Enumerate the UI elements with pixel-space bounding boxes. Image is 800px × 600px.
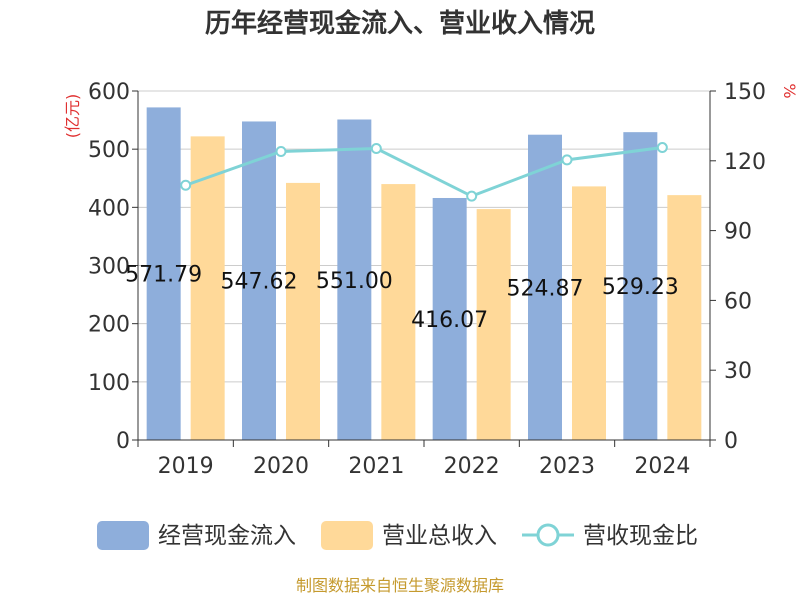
- ratio-point-2024: [656, 142, 668, 154]
- revenue-bar-2021: [381, 184, 416, 440]
- chart-title: 历年经营现金流入、营业收入情况: [205, 8, 595, 39]
- ratio-line: [185, 146, 663, 198]
- revenue-bar-2023: [572, 186, 606, 440]
- x-axis-tick-label-2021: 2021: [348, 454, 404, 479]
- x-axis-tick-label-2019: 2019: [158, 454, 214, 479]
- right-axis-tick-label: 120: [724, 150, 766, 175]
- line-layer: [180, 142, 668, 202]
- left-axis-tick-label: 300: [88, 255, 130, 280]
- cash-inflow-label-2023: 524.87: [507, 276, 584, 301]
- legend-label-1: 营业总收入: [382, 523, 497, 549]
- cash-inflow-label-2022: 416.07: [411, 308, 488, 333]
- left-axis-tick-label: 500: [88, 138, 130, 163]
- source-note: 制图数据来自恒生聚源数据库: [296, 576, 504, 595]
- legend-swatch-1: [321, 521, 373, 550]
- left-axis-tick-label: 200: [88, 313, 130, 338]
- left-axis-tick-label: 0: [116, 429, 130, 454]
- bar-layer: [146, 107, 702, 441]
- data-label-layer: 571.79 547.62 551.00 416.07 524.87 529.23: [125, 263, 679, 333]
- cash-inflow-bar-2021: [337, 119, 372, 441]
- left-axis-unit: (亿元): [63, 94, 82, 139]
- revenue-bar-2024: [667, 195, 702, 440]
- revenue-bar-2022: [476, 209, 511, 440]
- legend-label-0: 经营现金流入: [158, 523, 296, 549]
- x-axis-tick-label-2024: 2024: [634, 454, 690, 479]
- revenue-bar-2019: [190, 136, 225, 440]
- right-axis-unit: %: [780, 83, 799, 98]
- cash-inflow-bar-2022: [432, 197, 467, 440]
- legend-label-2: 营收现金比: [583, 523, 698, 549]
- right-axis-tick-label: 0: [724, 429, 738, 454]
- legend-marker-2: [536, 523, 560, 547]
- cash-inflow-label-2024: 529.23: [602, 275, 679, 300]
- right-axis-tick-label: 30: [724, 359, 752, 384]
- ratio-point-2021: [370, 142, 382, 154]
- ratio-point-2023: [561, 154, 573, 166]
- legend-swatch-0: [97, 521, 149, 550]
- cash-inflow-bar-2024: [623, 132, 658, 440]
- cash-inflow-label-2021: 551.00: [316, 269, 393, 294]
- right-axis-tick-label: 150: [724, 80, 766, 105]
- cash-inflow-label-2020: 547.62: [221, 270, 298, 295]
- x-axis-tick-label-2020: 2020: [253, 454, 309, 479]
- left-axis-tick-label: 400: [88, 196, 130, 221]
- ratio-point-2019: [180, 179, 192, 191]
- cash-inflow-bar-2019: [146, 107, 181, 440]
- right-axis-tick-label: 90: [724, 220, 752, 245]
- left-axis-tick-label: 100: [88, 371, 130, 396]
- right-axis-tick-label: 60: [724, 289, 752, 314]
- revenue-bar-2020: [286, 182, 320, 441]
- cash-inflow-bar-2020: [242, 121, 276, 440]
- grid-lines: [138, 90, 710, 383]
- left-axis-tick-label: 600: [88, 80, 130, 105]
- cash-inflow-label-2019: 571.79: [125, 263, 202, 288]
- x-axis-tick-label-2022: 2022: [444, 454, 500, 479]
- legend: 经营现金流入 营业总收入 营收现金比: [97, 521, 698, 550]
- axis-layer: 0 100 200 300 400 500 600 0 30 60 90 120 150 2019 2020…: [88, 80, 766, 479]
- x-axis-tick-label-2023: 2023: [539, 454, 595, 479]
- ratio-point-2022: [466, 190, 478, 202]
- ratio-point-2020: [275, 145, 287, 157]
- cash-inflow-bar-2023: [528, 134, 562, 440]
